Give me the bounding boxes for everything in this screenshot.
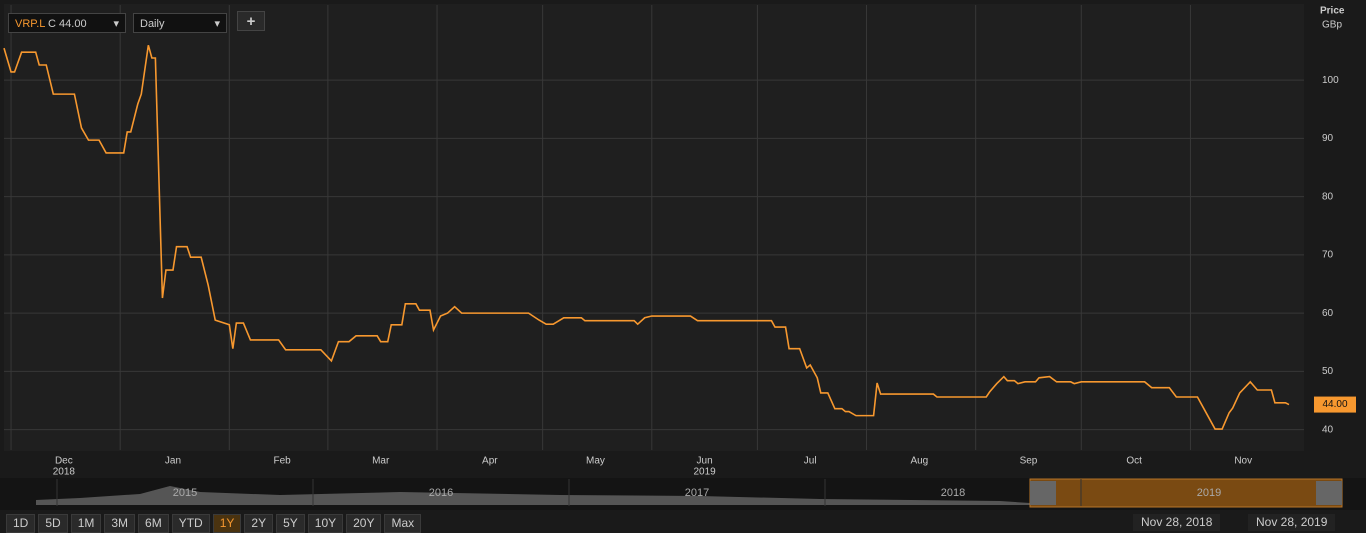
x-tick-label: Jul [804, 456, 817, 467]
x-tick-label: Nov [1234, 456, 1252, 467]
x-tick-label: Jun [697, 456, 713, 467]
symbol: VRP.L [15, 18, 45, 30]
x-tick-label: Mar [372, 456, 390, 467]
y-tick-label: 40 [1322, 424, 1334, 435]
x-tick-label: Oct [1126, 456, 1142, 467]
range-button[interactable]: 2Y [244, 514, 274, 533]
add-button[interactable]: + [237, 11, 265, 31]
navigator-year: 2016 [429, 487, 453, 499]
range-button[interactable]: 1D [6, 514, 36, 533]
x-tick-label: Feb [274, 456, 292, 467]
close-price: C 44.00 [48, 18, 87, 30]
x-tick-label: Dec [55, 456, 73, 467]
range-button[interactable]: 5D [38, 514, 68, 533]
y-tick-label: 100 [1322, 75, 1339, 86]
range-button[interactable]: YTD [171, 514, 210, 533]
price-tag: 44.00 [1322, 399, 1347, 410]
range-button[interactable]: 10Y [307, 514, 344, 533]
y-tick-label: 50 [1322, 366, 1334, 377]
plot-bg [4, 4, 1304, 451]
y-tick-label: 60 [1322, 308, 1334, 319]
x-tick-label: Jan [165, 456, 181, 467]
navigator-year: 2018 [941, 487, 965, 499]
navigator-handle[interactable] [1030, 481, 1056, 505]
range-button[interactable]: Max [384, 514, 422, 533]
y-tick-label: 80 [1322, 191, 1334, 202]
range-button[interactable]: 1Y [212, 514, 242, 533]
dropdown-arrow: ▾ [214, 18, 220, 30]
range-button[interactable]: 1M [70, 514, 102, 533]
range-button[interactable]: 3M [104, 514, 136, 533]
axis-title: Price [1320, 6, 1345, 17]
price-tag-bg [1314, 396, 1356, 413]
price-line [3, 44, 1290, 430]
x-year-label: 2018 [53, 467, 76, 478]
x-year-label: 2019 [693, 467, 716, 478]
x-tick-label: May [586, 456, 605, 467]
dropdown-arrow: ▾ [113, 18, 119, 30]
x-tick-label: Aug [910, 456, 928, 467]
symbol-selector[interactable]: VRP.L C 44.00 ▾ [8, 13, 126, 33]
navigator-year: 2017 [685, 487, 709, 499]
start-date[interactable]: Nov 28, 2018 [1133, 514, 1221, 531]
x-tick-label: Apr [482, 456, 498, 467]
range-button[interactable]: 6M [138, 514, 169, 533]
interval-selector[interactable]: Daily ▾ [133, 13, 227, 33]
navigator-handle[interactable] [1316, 481, 1342, 505]
navigator-silhouette [36, 486, 1030, 505]
range-button[interactable]: 20Y [346, 514, 382, 533]
y-tick-label: 90 [1322, 133, 1334, 144]
navigator-year: 2019 [1197, 487, 1221, 499]
axis-unit: GBp [1322, 20, 1342, 31]
end-date[interactable]: Nov 28, 2019 [1248, 514, 1336, 531]
navigator-window[interactable] [1029, 478, 1343, 508]
interval: Daily [140, 18, 165, 30]
range-buttons: 1D 5D 1M 3M 6M YTD 1Y 2Y 5Y 10Y 20Y Max [6, 514, 422, 533]
x-tick-label: Sep [1020, 456, 1038, 467]
y-tick-label: 70 [1322, 250, 1334, 261]
navigator-year: 2015 [173, 487, 197, 499]
range-button[interactable]: 5Y [276, 514, 305, 533]
